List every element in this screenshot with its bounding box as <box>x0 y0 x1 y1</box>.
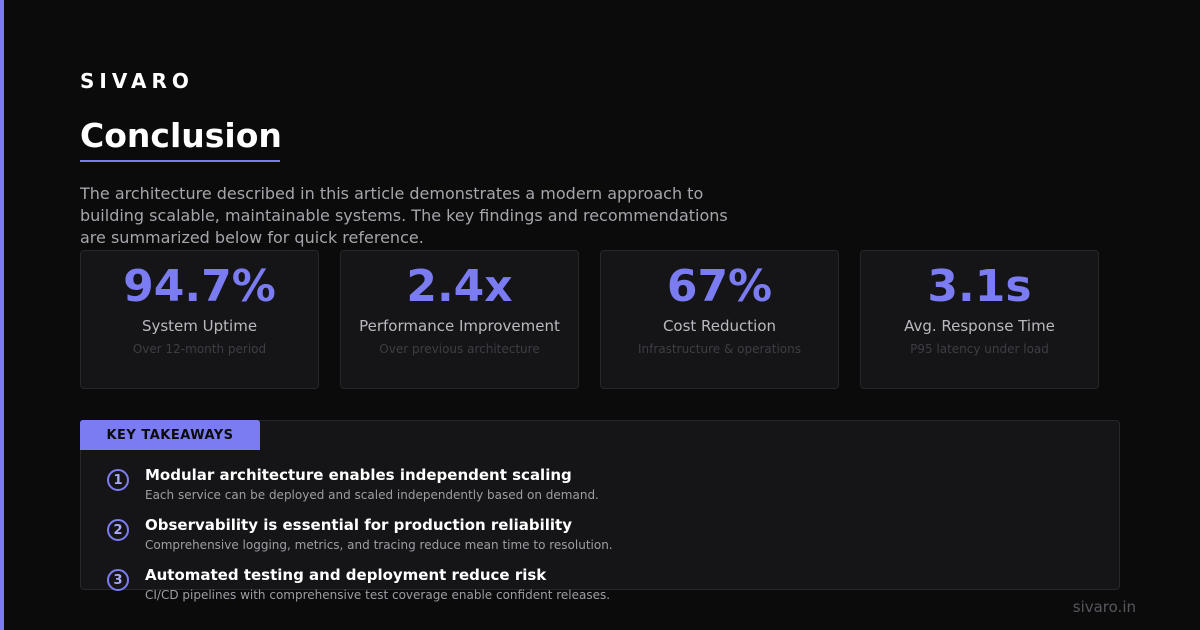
stat-label: Avg. Response Time <box>904 317 1055 335</box>
stat-subtext: P95 latency under load <box>910 342 1049 356</box>
takeaways-heading: KEY TAKEAWAYS <box>80 420 260 450</box>
stat-subtext: Infrastructure & operations <box>638 342 801 356</box>
stat-label: Performance Improvement <box>359 317 560 335</box>
stat-card-cost: 67% Cost Reduction Infrastructure & oper… <box>600 250 839 389</box>
stat-card-response-time: 3.1s Avg. Response Time P95 latency unde… <box>860 250 1099 389</box>
left-accent-bar <box>0 0 4 630</box>
takeaway-title: Automated testing and deployment reduce … <box>145 566 547 584</box>
footer-url: sivaro.in <box>1072 598 1136 616</box>
takeaway-description: Comprehensive logging, metrics, and trac… <box>145 538 613 552</box>
takeaway-number-badge: 3 <box>107 569 129 591</box>
takeaway-title: Modular architecture enables independent… <box>145 466 572 484</box>
stat-value: 94.7% <box>123 261 276 312</box>
stat-label: System Uptime <box>141 317 258 335</box>
stat-label: Cost Reduction <box>662 317 777 335</box>
stat-card-performance: 2.4x Performance Improvement Over previo… <box>340 250 579 389</box>
brand-logo: SIVARO <box>80 69 194 93</box>
takeaway-description: CI/CD pipelines with comprehensive test … <box>145 588 611 602</box>
stat-value: 2.4x <box>406 261 513 312</box>
stat-value: 3.1s <box>927 261 1032 312</box>
takeaway-number-badge: 1 <box>107 469 129 491</box>
stat-value: 67% <box>666 261 773 312</box>
intro-paragraph: The architecture described in this artic… <box>80 184 728 247</box>
takeaway-title: Observability is essential for productio… <box>145 516 572 534</box>
takeaway-description: Each service can be deployed and scaled … <box>145 488 599 502</box>
page-title: Conclusion <box>80 116 282 155</box>
stat-card-uptime: 94.7% System Uptime Over 12-month period <box>80 250 319 389</box>
takeaway-number-badge: 2 <box>107 519 129 541</box>
title-underline <box>80 160 280 162</box>
stat-subtext: Over 12-month period <box>132 342 267 356</box>
stat-subtext: Over previous architecture <box>379 342 540 356</box>
